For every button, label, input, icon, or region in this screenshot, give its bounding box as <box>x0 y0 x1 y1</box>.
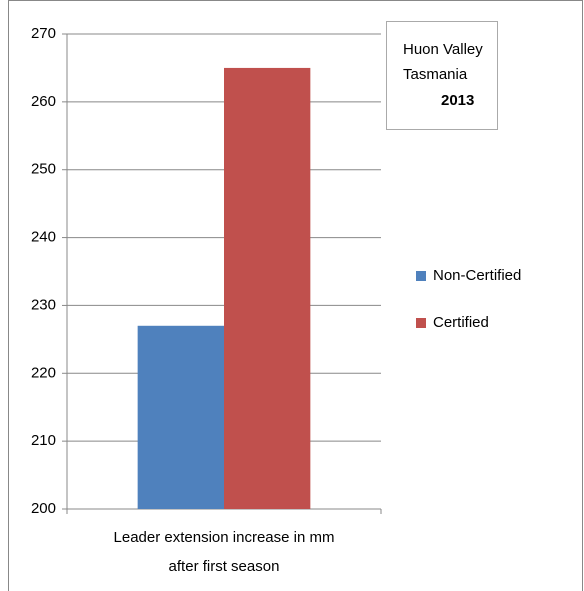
y-tick-label: 220 <box>31 364 56 381</box>
annotation-box <box>386 21 498 130</box>
y-tick-label: 250 <box>31 161 56 178</box>
x-tick-label: Leader extension increase in mm after fi… <box>113 529 335 575</box>
y-tick-label: 260 <box>31 93 56 110</box>
bar <box>224 67 311 509</box>
legend-swatch <box>416 271 426 281</box>
y-tick-label: 230 <box>31 296 56 313</box>
legend-label: Non-Certified <box>433 267 521 284</box>
legend-swatch <box>416 318 426 328</box>
annotation-text: Huon Valley <box>403 41 483 58</box>
y-tick-label: 200 <box>31 500 56 517</box>
chart-border <box>8 0 583 591</box>
annotation-text: 2013 <box>441 92 474 109</box>
legend-label: Certified <box>433 314 489 331</box>
y-tick-label: 210 <box>31 432 56 449</box>
annotation-text: Tasmania <box>403 66 468 83</box>
bar <box>137 325 224 509</box>
y-tick-label: 240 <box>31 229 56 246</box>
y-tick-label: 270 <box>31 25 56 42</box>
